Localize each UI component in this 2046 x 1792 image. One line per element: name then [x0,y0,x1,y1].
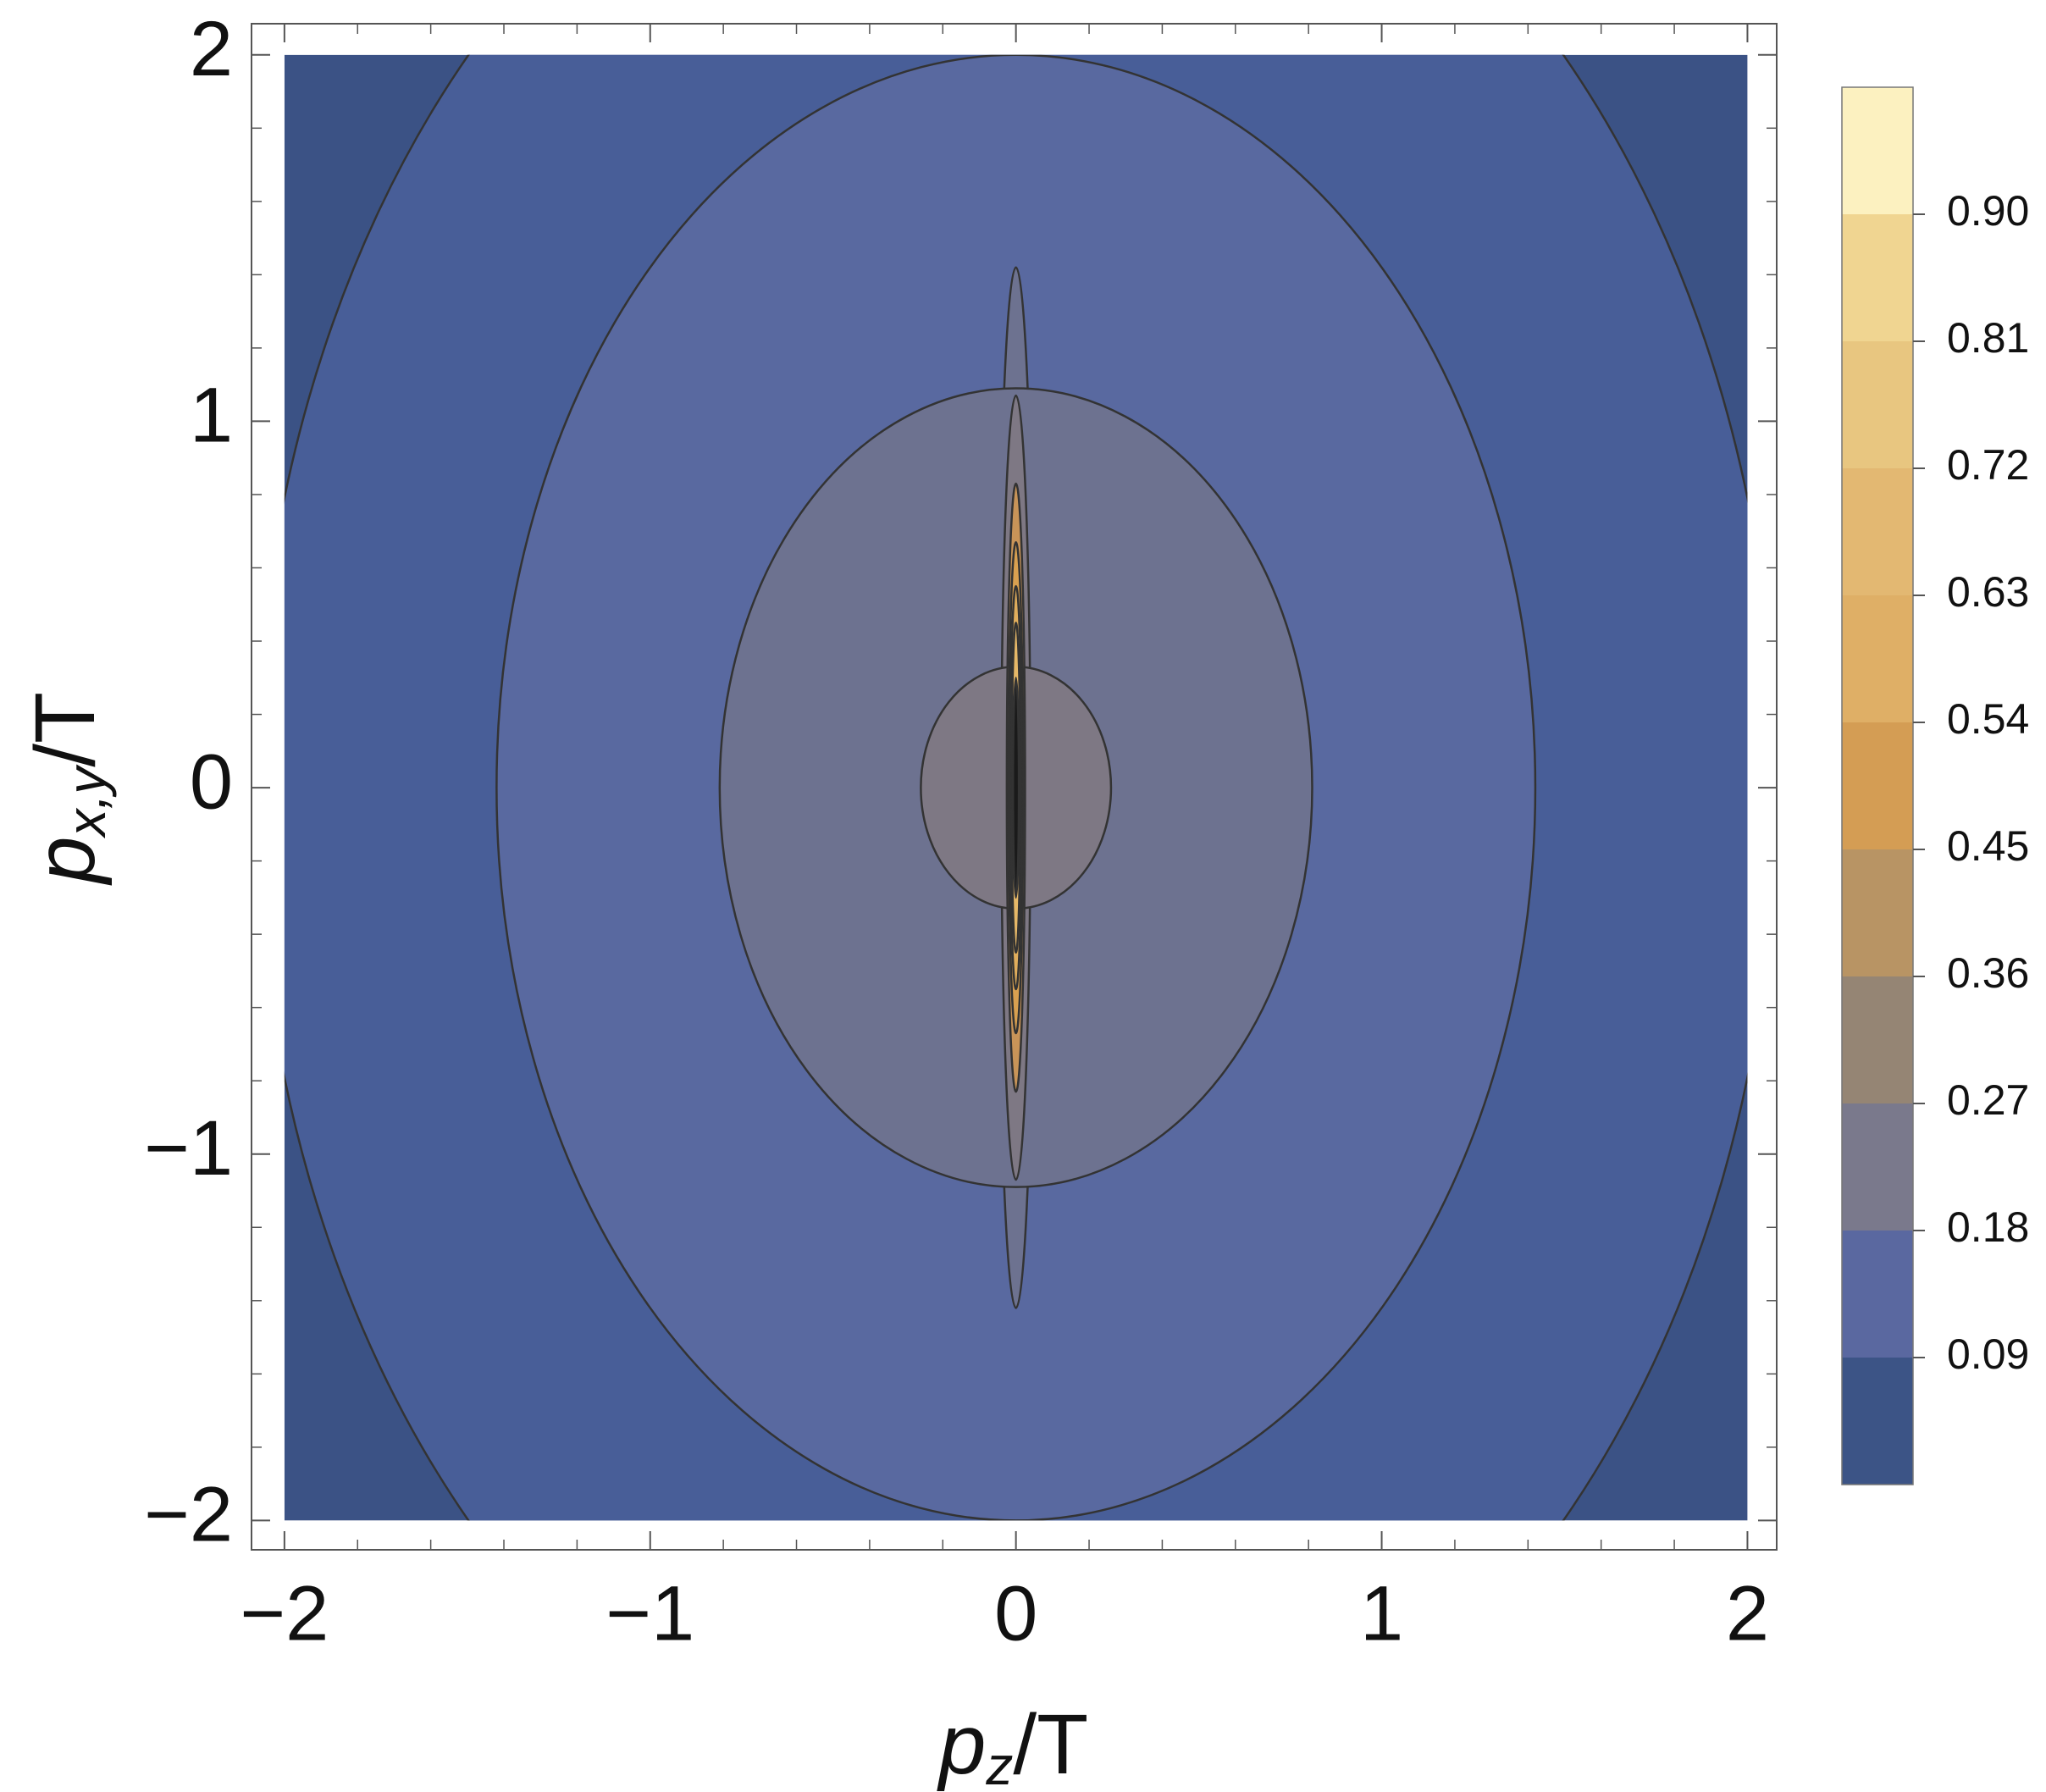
x-tick-label: 1 [1360,1570,1403,1656]
colorbar-tick-label: 0.63 [1947,568,2029,616]
y-tick-label: 2 [190,6,233,92]
colorbar-tick-label: 0.09 [1947,1330,2029,1378]
colorbar-frame [1841,86,1914,1485]
y-tick-label: −2 [144,1472,233,1558]
colorbar-band [1842,1231,1913,1358]
colorbar-band [1842,1103,1913,1231]
colorbar-band [1842,595,1913,722]
contour-region [1011,677,1020,899]
x-tick-label: 2 [1726,1570,1769,1656]
colorbar-tick-label: 0.36 [1947,949,2029,997]
x-label-sub: z [985,1735,1013,1792]
colorbar-band [1842,1358,1913,1485]
y-label-main: p [18,837,113,887]
x-label-main: p [937,1697,987,1792]
x-axis-label: pz/T [937,1697,1089,1792]
y-label-sub: x,y [56,764,117,839]
y-axis-label: px,y/T [18,692,116,886]
plot-area [284,54,1748,1521]
frame [251,23,1778,1551]
x-label-tail: /T [1013,1697,1088,1792]
colorbar-tick-label: 0.27 [1947,1076,2029,1124]
colorbar-band [1842,849,1913,976]
y-tick-label: −1 [144,1105,233,1192]
colorbar-tick-label: 0.90 [1947,187,2029,235]
colorbar-band [1842,341,1913,468]
colorbar-band [1842,976,1913,1103]
colorbar-tick-label: 0.54 [1947,695,2029,743]
colorbar-band [1842,468,1913,595]
colorbar-tick-label: 0.18 [1947,1203,2029,1251]
colorbar-band [1842,214,1913,341]
y-tick-label: 1 [190,373,233,459]
x-tick-label: −1 [606,1570,694,1656]
x-tick-label: −2 [240,1570,329,1656]
colorbar-tick-label: 0.72 [1947,441,2029,489]
y-label-tail: /T [18,692,113,767]
colorbar-tick-label: 0.81 [1947,314,2029,362]
y-tick-label: 0 [190,738,233,825]
colorbar-band [1842,722,1913,849]
colorbar-band [1842,87,1913,214]
colorbar-tick-label: 0.45 [1947,822,2029,870]
x-tick-label: 0 [994,1570,1037,1656]
